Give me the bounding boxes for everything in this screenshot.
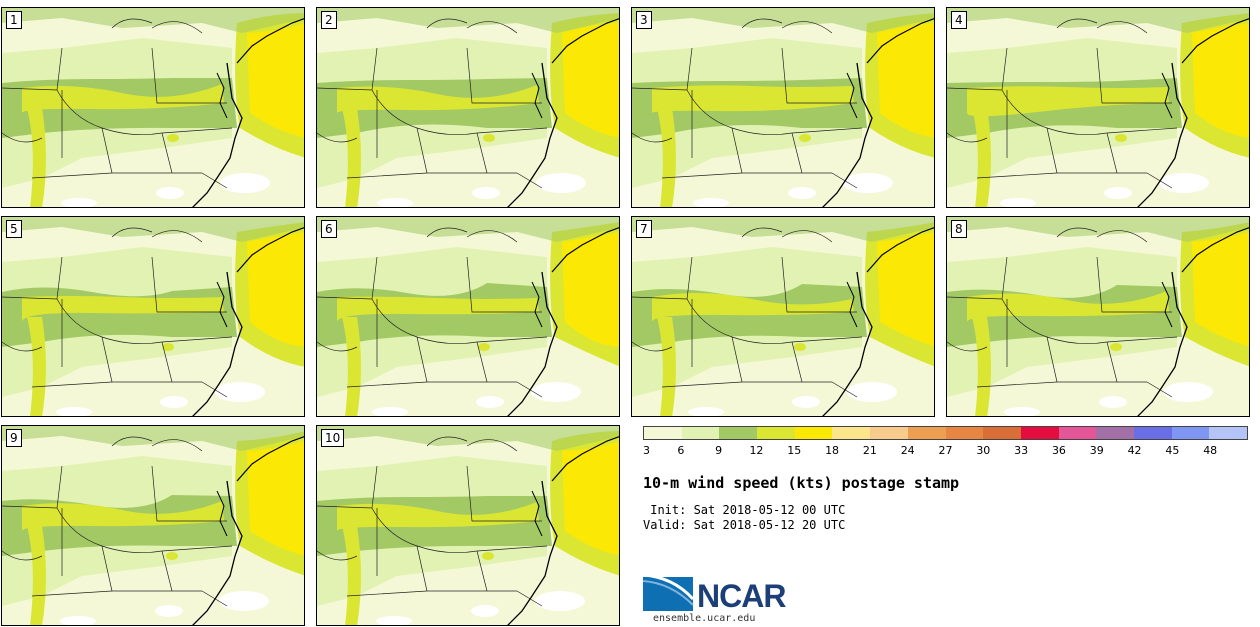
panel-number: 4 <box>951 11 967 29</box>
colorbar-tick-label: 24 <box>900 444 915 457</box>
colorbar-tick-label: 3 <box>643 444 650 457</box>
ncar-wordmark: NCAR <box>697 578 786 614</box>
colorbar-swatch <box>1171 427 1210 439</box>
colorbar-swatch <box>1058 427 1097 439</box>
figure-title: 10-m wind speed (kts) postage stamp <box>643 474 960 492</box>
colorbar-swatch <box>945 427 984 439</box>
colorbar-tick-label: 12 <box>749 444 764 457</box>
colorbar-tick-label: 21 <box>862 444 877 457</box>
colorbar-tick-label: 33 <box>1014 444 1029 457</box>
site-url: ensemble.ucar.edu <box>653 613 756 624</box>
colorbar-tick-label: 18 <box>825 444 840 457</box>
colorbar-swatch <box>794 427 833 439</box>
panel-number: 8 <box>951 220 967 238</box>
panel-number: 9 <box>6 429 22 447</box>
map-panel: 5 <box>1 216 305 417</box>
panel-number: 5 <box>6 220 22 238</box>
colorbar-swatch <box>719 427 758 439</box>
colorbar-swatch <box>870 427 908 439</box>
colorbar-swatch <box>983 427 1021 439</box>
colorbar-tick-label: 39 <box>1089 444 1104 457</box>
colorbar-tick-label: 48 <box>1203 444 1218 457</box>
colorbar-tick-label: 9 <box>715 444 723 457</box>
colorbar-tick-label: 45 <box>1165 444 1180 457</box>
colorbar-swatch <box>1096 427 1134 439</box>
colorbar-swatch <box>907 427 946 439</box>
colorbar-swatch <box>832 427 871 439</box>
map-panel: 7 <box>631 216 935 417</box>
panel-number: 3 <box>636 11 652 29</box>
panel-number: 7 <box>636 220 652 238</box>
colorbar-swatch <box>644 427 682 439</box>
map-panel: 1 <box>1 7 305 208</box>
colorbar-tick-label: 36 <box>1051 444 1066 457</box>
colorbar-tick-label: 42 <box>1127 444 1142 457</box>
map-panel: 4 <box>946 7 1250 208</box>
valid-time: Valid: Sat 2018-05-12 20 UTC <box>643 518 846 532</box>
colorbar-swatch <box>757 427 795 439</box>
colorbar-swatch <box>681 427 720 439</box>
map-panel: 8 <box>946 216 1250 417</box>
panel-number: 1 <box>6 11 22 29</box>
colorbar-tick-label: 6 <box>677 444 685 457</box>
ncar-logo-icon <box>643 573 695 611</box>
colorbar-tick-label: 30 <box>976 444 991 457</box>
colorbar-swatch <box>1209 427 1247 439</box>
colorbar-swatch <box>1020 427 1059 439</box>
colorbar-ticks: 3 6 9 12 15 18 21 24 27 30 33 36 39 42 45 48 <box>643 444 1248 458</box>
colorbar <box>643 426 1248 440</box>
colorbar-tick-label: 27 <box>938 444 953 457</box>
map-panel: 9 <box>1 425 305 626</box>
colorbar-swatch <box>1133 427 1172 439</box>
panel-number: 2 <box>321 11 337 29</box>
map-panel: 3 <box>631 7 935 208</box>
panel-number: 10 <box>321 429 345 447</box>
map-panel: 2 <box>316 7 620 208</box>
map-panel: 6 <box>316 216 620 417</box>
colorbar-tick-label: 15 <box>787 444 802 457</box>
panel-number: 6 <box>321 220 337 238</box>
map-panel: 10 <box>316 425 620 626</box>
init-time: Init: Sat 2018-05-12 00 UTC <box>643 503 846 517</box>
